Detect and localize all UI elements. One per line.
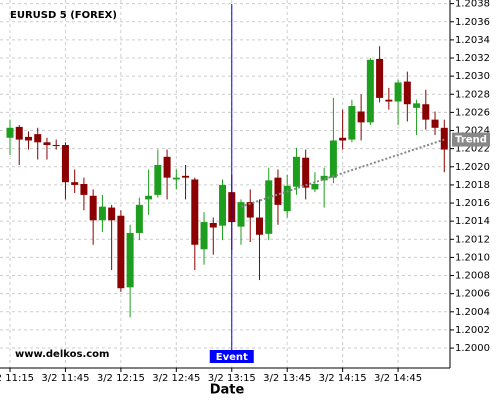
candle-body [71, 182, 79, 185]
candle-body [440, 127, 448, 150]
candle-body [182, 175, 190, 178]
candle-body [283, 185, 291, 212]
candle-body [200, 222, 208, 250]
y-tick-label: 1.2030 [455, 71, 490, 82]
candle-body [431, 119, 439, 128]
x-tick-label: 3/2 13:45 [263, 373, 311, 384]
x-tick-label: 3/2 12:15 [97, 373, 145, 384]
x-tick-label: 3/2 13:15 [208, 373, 256, 384]
chart-title: EURUSD 5 (FOREX) [10, 10, 117, 21]
y-tick-label: 1.2004 [455, 307, 490, 318]
candle-body [80, 184, 88, 195]
candle-body [43, 142, 51, 146]
y-tick-label: 1.2014 [455, 216, 490, 227]
candle-body [6, 127, 14, 138]
candle-body [246, 202, 254, 218]
y-tick-label: 1.2012 [455, 234, 490, 245]
x-tick-label: 3/2 11:15 [0, 373, 34, 384]
candle-body [422, 104, 430, 120]
candle-body [98, 206, 106, 221]
y-tick-label: 1.2018 [455, 180, 490, 191]
candle-body [413, 103, 421, 108]
y-tick-label: 1.2036 [455, 17, 490, 28]
candle-body [61, 145, 69, 183]
y-tick-label: 1.2016 [455, 198, 490, 209]
y-tick-label: 1.2026 [455, 107, 490, 118]
candle-body [302, 157, 310, 188]
y-tick-label: 1.2024 [455, 126, 490, 137]
y-tick-label: 1.2000 [455, 343, 490, 354]
x-tick-label: 3/2 14:45 [374, 373, 422, 384]
x-tick-label: 3/2 11:45 [41, 373, 89, 384]
candle-body [108, 207, 116, 221]
candle-body [52, 145, 60, 147]
candle-body [15, 126, 23, 140]
candle-body [394, 82, 402, 102]
candle-body [357, 111, 365, 123]
trend-box [452, 132, 490, 147]
y-tick-label: 1.2022 [455, 144, 490, 155]
event-label: Event [216, 352, 248, 363]
y-tick-label: 1.2028 [455, 89, 490, 100]
watermark: www.delkos.com [15, 349, 109, 360]
y-tick-label: 1.2006 [455, 289, 490, 300]
x-tick-label: 3/2 12:45 [152, 373, 200, 384]
candle-body [163, 156, 171, 178]
candle-body [274, 177, 282, 205]
candle-body [403, 81, 411, 105]
candle-body [320, 175, 328, 181]
y-tick-label: 1.2032 [455, 53, 490, 64]
candle-body [339, 137, 347, 141]
candle-body [255, 217, 263, 235]
x-axis-title: Date [210, 383, 245, 398]
candle-body [209, 222, 217, 228]
candle-body [24, 136, 32, 141]
candle-body [348, 106, 356, 140]
candle-body [311, 184, 319, 190]
candle-body [385, 99, 393, 102]
plot-area [0, 0, 450, 368]
y-tick-label: 1.2010 [455, 252, 490, 263]
candle-body [329, 140, 337, 178]
candle-body [191, 179, 199, 245]
y-tick-label: 1.2038 [455, 0, 490, 10]
candle-body [34, 134, 42, 143]
candle-body [145, 195, 153, 200]
trend-label: Trend [455, 135, 487, 146]
candle-body [172, 177, 180, 180]
y-tick-label: 1.2020 [455, 162, 490, 173]
event-box [209, 350, 254, 363]
candle-body [117, 215, 125, 289]
candle-body [237, 202, 245, 227]
candle-body [265, 180, 273, 234]
x-tick-label: 3/2 14:15 [319, 373, 367, 384]
y-tick-label: 1.2008 [455, 271, 490, 282]
candle-body [135, 204, 143, 233]
candle-body [292, 156, 300, 187]
candle-body [376, 58, 384, 98]
y-tick-label: 1.2002 [455, 325, 490, 336]
candle-body [219, 184, 227, 226]
candle-body [126, 232, 134, 288]
y-tick-label: 1.2034 [455, 35, 490, 46]
candle-body [154, 164, 162, 195]
candle-body [89, 195, 97, 221]
candle-body [366, 59, 374, 123]
